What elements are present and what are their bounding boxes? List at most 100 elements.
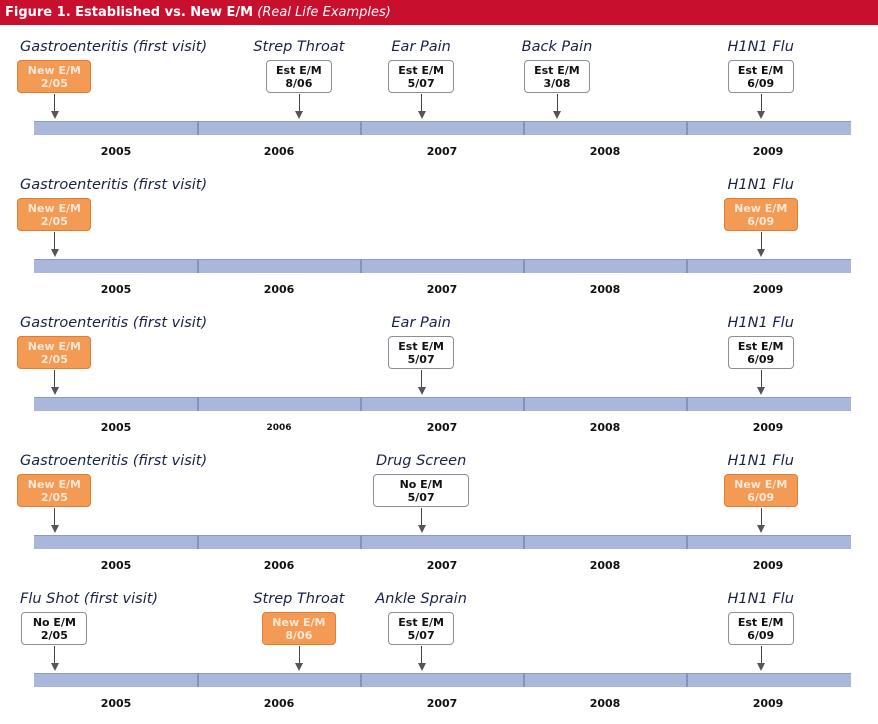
- em-code-box: Est E/M 6/09: [727, 336, 794, 369]
- em-date-label: 6/09: [747, 629, 775, 642]
- year-label: 2006: [266, 423, 292, 433]
- figure-title: Figure 1. Established vs. New E/M: [5, 5, 254, 20]
- em-code-box: Est E/M 3/08: [523, 60, 590, 93]
- event-label: Gastroenteritis (first visit): [20, 315, 208, 331]
- year-divider: [197, 259, 199, 273]
- event-pointer-arrow: [50, 249, 59, 257]
- event-label: Gastroenteritis (first visit): [20, 453, 208, 469]
- timeline-bar: [34, 121, 851, 135]
- event-pointer-line: [54, 508, 56, 526]
- event-label: H1N1 Flu: [727, 177, 794, 193]
- timeline-row: 2005 2006 2007 2008 2009 Gastroenteritis (fir…: [0, 439, 878, 572]
- year-label: 2007: [426, 559, 458, 572]
- year-label: 2007: [426, 283, 458, 296]
- em-code-label: Est E/M: [276, 64, 322, 77]
- year-divider: [360, 259, 362, 273]
- event-pointer-line: [556, 94, 558, 112]
- em-date-label: 8/06: [285, 77, 313, 90]
- event-pointer-line: [54, 370, 56, 388]
- year-label: 2006: [263, 559, 295, 572]
- event-label: Strep Throat: [253, 591, 345, 607]
- year-label: 2009: [752, 145, 784, 158]
- year-divider: [686, 535, 688, 549]
- em-code-box: No E/M 2/05: [21, 612, 88, 645]
- year-divider: [686, 121, 688, 135]
- event-pointer-line: [760, 232, 762, 250]
- em-code-label: Est E/M: [737, 616, 784, 629]
- year-label: 2008: [589, 145, 621, 158]
- event-pointer-line: [54, 232, 56, 250]
- year-divider: [523, 673, 525, 687]
- event-pointer-arrow: [50, 525, 59, 533]
- em-code-label: New E/M: [27, 340, 81, 353]
- event-pointer-arrow: [757, 111, 766, 119]
- event-label: Flu Shot (first visit): [19, 591, 159, 607]
- year-divider: [523, 259, 525, 273]
- em-date-label: 5/07: [407, 353, 435, 366]
- em-date-label: 5/07: [407, 77, 435, 90]
- event-pointer-arrow: [757, 525, 766, 533]
- em-code-box: New E/M 2/05: [17, 60, 92, 93]
- em-code-box: New E/M 8/06: [261, 612, 336, 645]
- event-label: Strep Throat: [253, 39, 345, 55]
- timeline-row: 2005 2006 2007 2008 2009 Gastroenteritis (fir…: [0, 163, 878, 296]
- event-pointer-arrow: [50, 387, 59, 395]
- em-date-label: 5/07: [407, 491, 435, 504]
- event-pointer-arrow: [50, 663, 59, 671]
- event-label: Ear Pain: [391, 315, 451, 331]
- event-label: H1N1 Flu: [727, 591, 794, 607]
- em-code-box: Est E/M 6/09: [727, 612, 794, 645]
- year-divider: [197, 121, 199, 135]
- event-pointer-arrow: [417, 111, 426, 119]
- em-date-label: 2/05: [40, 77, 68, 90]
- timeline-row: 2005 2006 2007 2008 2009 Gastroenteritis (fir…: [0, 25, 878, 158]
- event-pointer-line: [421, 370, 423, 388]
- event-pointer-line: [421, 94, 423, 112]
- em-date-label: 2/05: [40, 215, 68, 228]
- event-pointer-line: [298, 94, 300, 112]
- em-date-label: 2/05: [40, 353, 68, 366]
- em-code-label: No E/M: [399, 478, 443, 491]
- event-label: H1N1 Flu: [727, 453, 794, 469]
- timeline-row: 2005 2006 2007 2008 2009 Flu Shot (first visi…: [0, 577, 878, 710]
- em-date-label: 2/05: [40, 491, 68, 504]
- event-pointer-line: [760, 370, 762, 388]
- year-divider: [360, 673, 362, 687]
- event-label: H1N1 Flu: [727, 39, 794, 55]
- year-divider: [197, 397, 199, 411]
- em-date-label: 6/09: [747, 77, 775, 90]
- event-pointer-arrow: [417, 387, 426, 395]
- timeline-row: 2005 2006 2007 2008 2009 Gastroenteritis (fir…: [0, 301, 878, 434]
- event-label: Back Pain: [521, 39, 593, 55]
- event-pointer-line: [54, 646, 56, 664]
- figure-subtitle: (Real Life Examples): [257, 5, 391, 20]
- event-label: H1N1 Flu: [727, 315, 794, 331]
- event-pointer-line: [54, 94, 56, 112]
- em-code-label: Est E/M: [737, 64, 784, 77]
- year-label: 2005: [100, 145, 132, 158]
- year-label: 2008: [589, 697, 621, 710]
- timeline-bar: [34, 259, 851, 273]
- em-date-label: 5/07: [407, 629, 435, 642]
- year-label: 2009: [752, 283, 784, 296]
- event-pointer-arrow: [50, 111, 59, 119]
- em-code-label: No E/M: [32, 616, 76, 629]
- em-code-box: New E/M 2/05: [17, 198, 92, 231]
- year-label: 2006: [263, 283, 295, 296]
- year-label: 2005: [100, 559, 132, 572]
- figure-header: Figure 1. Established vs. New E/M (Real …: [0, 0, 878, 25]
- year-label: 2009: [752, 697, 784, 710]
- year-divider: [197, 535, 199, 549]
- event-pointer-line: [421, 508, 423, 526]
- year-label: 2005: [100, 697, 132, 710]
- em-code-box: New E/M 6/09: [723, 198, 798, 231]
- event-pointer-line: [760, 94, 762, 112]
- event-label: Gastroenteritis (first visit): [20, 177, 208, 193]
- year-divider: [523, 121, 525, 135]
- year-label: 2006: [263, 697, 295, 710]
- year-label: 2007: [426, 145, 458, 158]
- em-code-box: New E/M 2/05: [17, 336, 92, 369]
- em-code-box: New E/M 2/05: [17, 474, 92, 507]
- em-code-label: New E/M: [27, 64, 81, 77]
- em-code-label: New E/M: [272, 616, 326, 629]
